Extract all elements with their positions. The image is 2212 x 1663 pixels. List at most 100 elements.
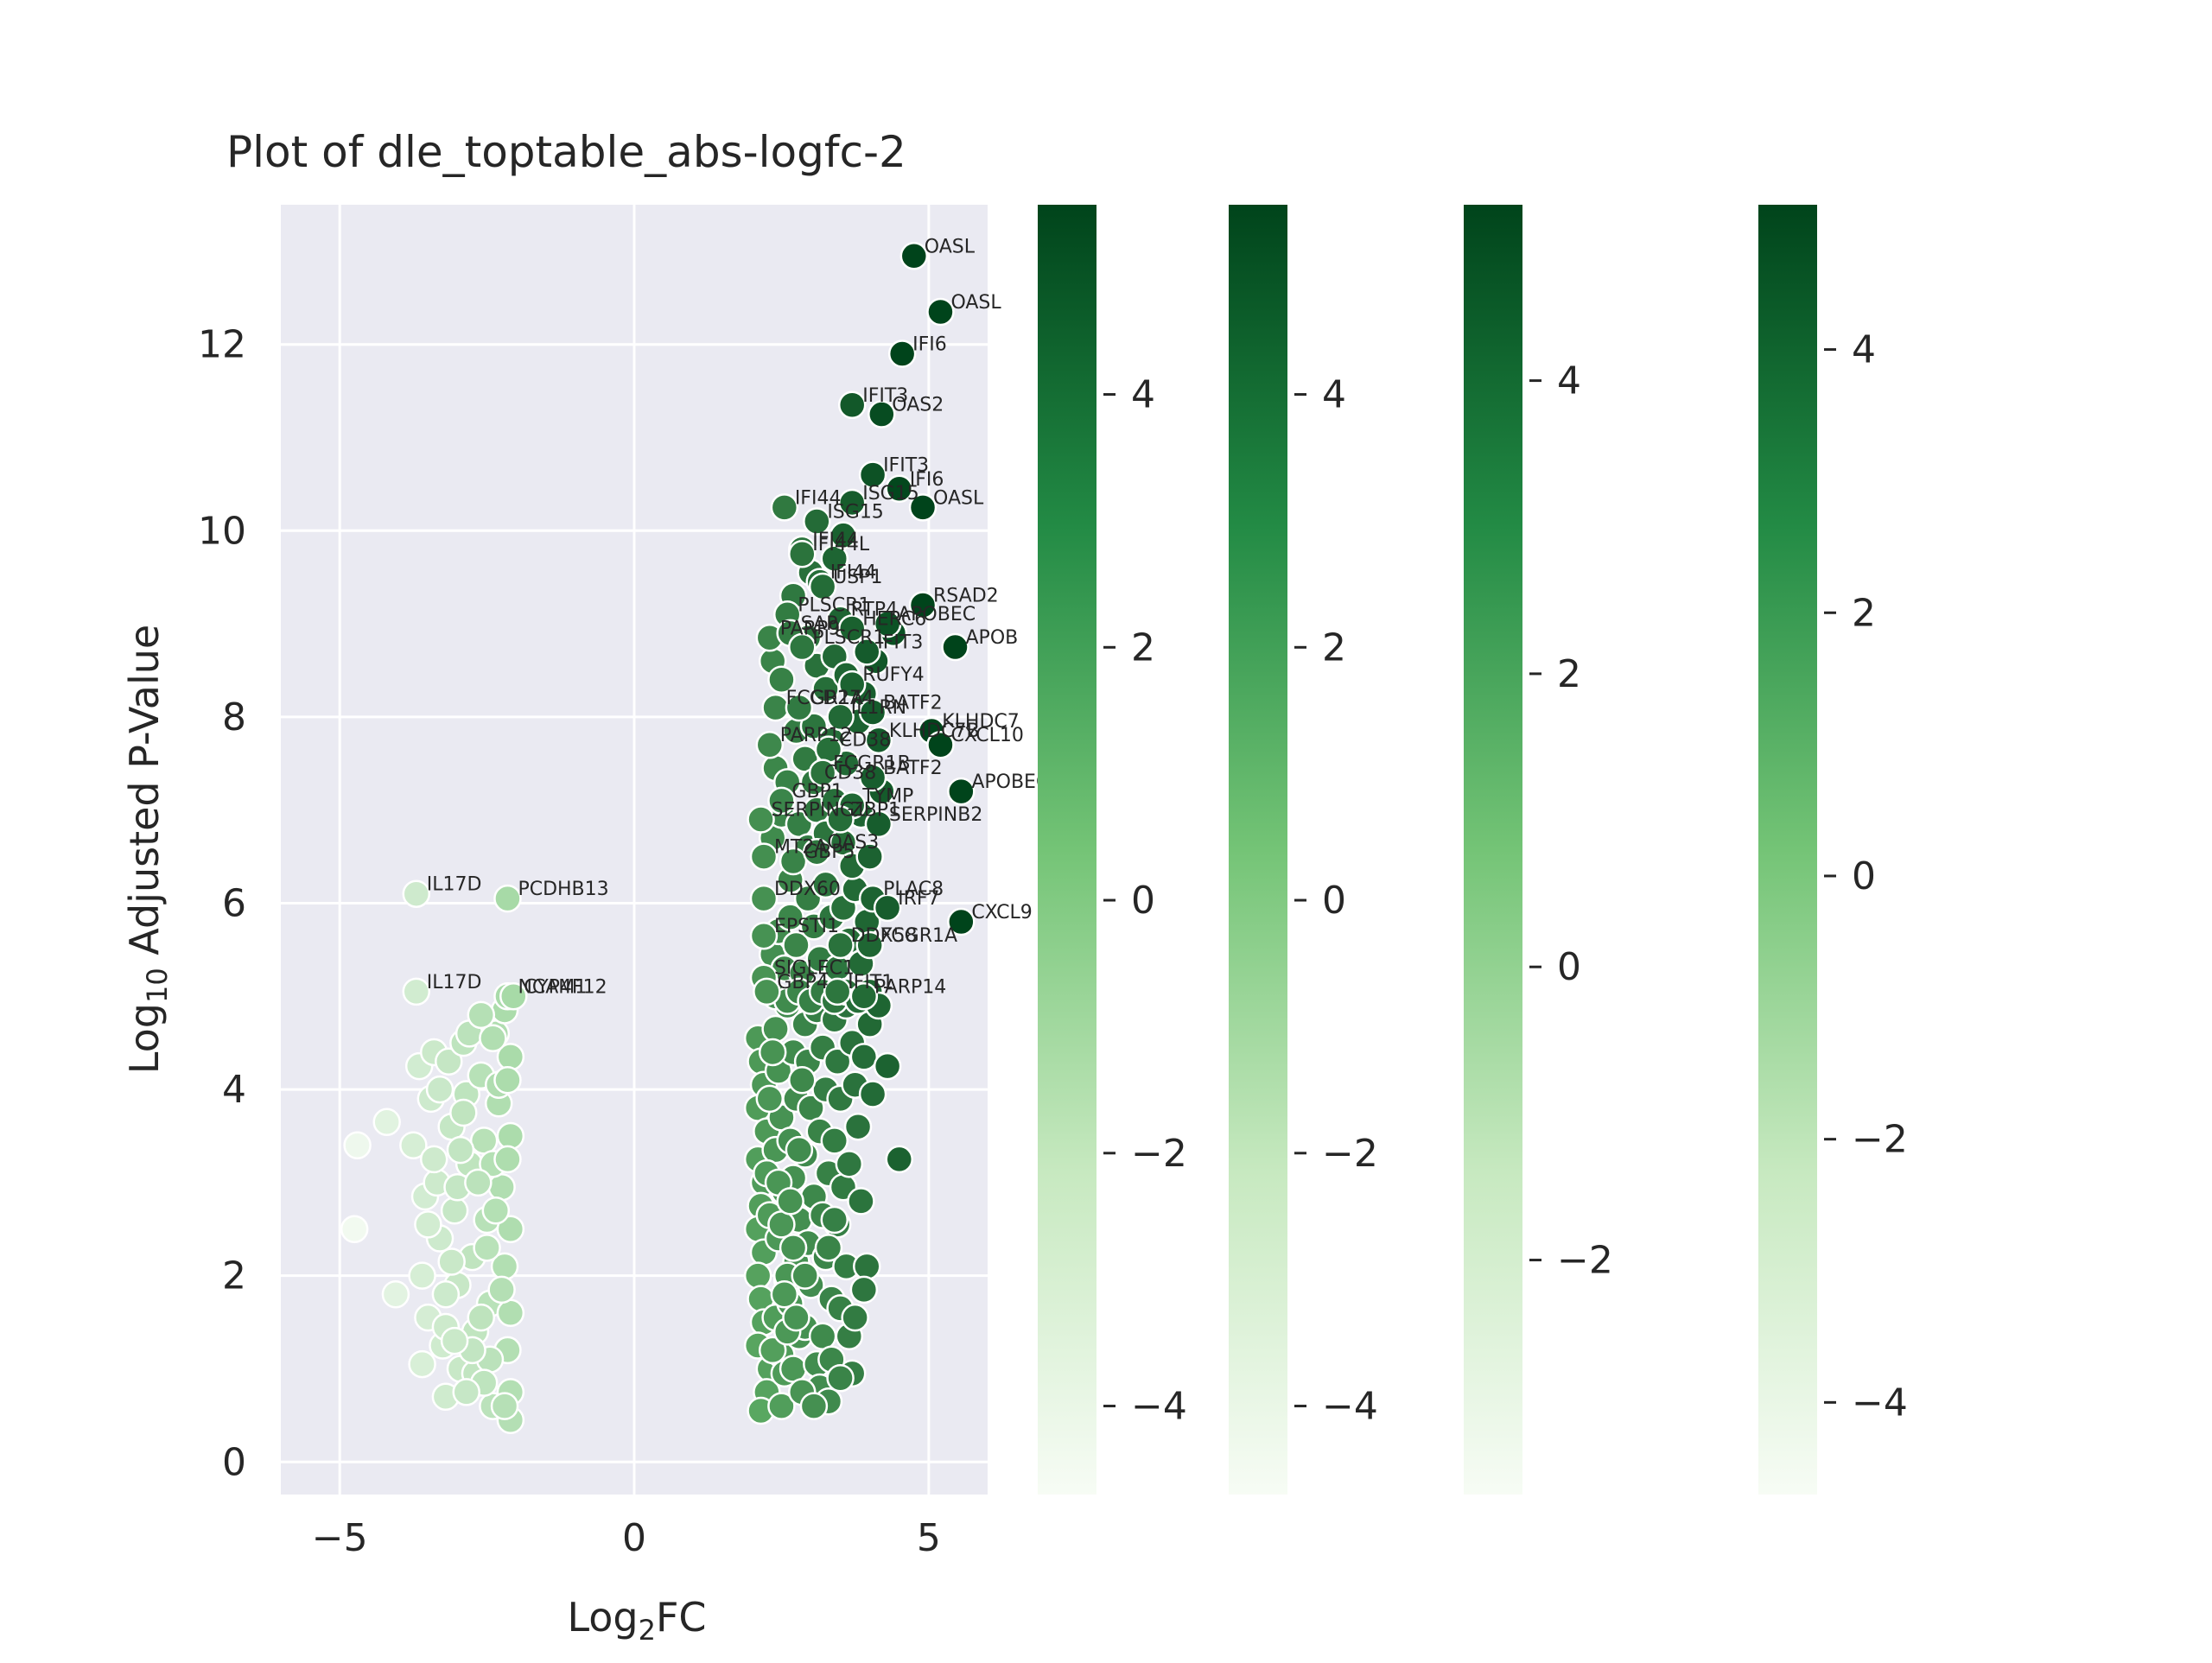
- point-label: IFIT3: [883, 455, 929, 477]
- point-label: NCAM1: [518, 976, 587, 998]
- colorbar-tick-label: 2: [1322, 625, 1346, 670]
- labeled-data-point: [853, 638, 881, 666]
- point-label: OASL: [925, 236, 976, 257]
- data-point: [487, 1173, 516, 1202]
- y-axis-label-main: Log: [121, 1003, 168, 1074]
- point-label: IFIT3: [862, 385, 908, 407]
- data-point: [743, 1261, 772, 1290]
- y-axis-label-sub: 10: [141, 968, 174, 1003]
- point-label: PCDHB13: [518, 879, 608, 900]
- labeled-data-point: [899, 242, 929, 270]
- point-label: GBP1: [791, 781, 842, 803]
- y-tick-label: 8: [222, 695, 246, 739]
- data-point: [782, 930, 810, 960]
- data-point: [855, 842, 884, 871]
- data-point: [853, 1252, 881, 1281]
- point-label: PARP9: [780, 618, 840, 639]
- data-point: [381, 1279, 410, 1309]
- data-point: [823, 1047, 852, 1076]
- labeled-data-point: [749, 842, 779, 871]
- data-point: [452, 1378, 480, 1406]
- data-point: [467, 1000, 496, 1030]
- labeled-data-point: [402, 879, 431, 908]
- data-point: [849, 1043, 879, 1071]
- x-tick-label: 0: [622, 1516, 646, 1560]
- y-axis-label-tail: Adjusted P-Value: [121, 625, 168, 968]
- data-point: [808, 1322, 837, 1350]
- labeled-data-point: [837, 614, 867, 643]
- colorbars: −4 −2 0 2 4 −4 −2 0 2 4 −2 0 2 4 −4 −2 0 2 4: [1038, 205, 1908, 1495]
- point-label: OAS2: [892, 395, 944, 416]
- data-point: [788, 1066, 817, 1095]
- point-label: IFI44: [812, 530, 859, 551]
- point-label: DDX58: [851, 925, 918, 947]
- data-point: [449, 1098, 478, 1127]
- colorbar-tick-label: 2: [1557, 652, 1581, 696]
- data-point: [785, 1135, 814, 1165]
- data-point: [496, 1215, 525, 1244]
- point-label: CD38: [824, 762, 876, 784]
- point-label: GBP5: [804, 841, 855, 863]
- labeled-data-point: [926, 297, 955, 327]
- colorbar-tick-label: −2: [1852, 1118, 1908, 1162]
- labeled-data-point: [864, 726, 893, 755]
- data-point: [467, 1303, 496, 1332]
- data-point: [799, 1392, 829, 1420]
- data-point: [440, 1196, 469, 1225]
- labeled-data-point: [788, 632, 817, 662]
- point-label: CYP4F12: [524, 976, 607, 998]
- point-label: RTP4: [851, 600, 898, 621]
- point-label: OASL: [950, 292, 1001, 314]
- labeled-data-point: [493, 884, 522, 913]
- data-point: [761, 1014, 790, 1044]
- labeled-data-point: [803, 507, 831, 536]
- data-point: [820, 1127, 849, 1155]
- data-point: [440, 1326, 469, 1355]
- labeled-data-point: [873, 893, 902, 923]
- point-label: RSAD2: [933, 586, 999, 607]
- point-label: ZBP1: [851, 799, 900, 821]
- axes: −5 0 5 0 2 4 6 8 10 12: [198, 323, 941, 1560]
- data-point: [758, 1038, 787, 1067]
- point-label: SERPING1: [772, 799, 867, 821]
- x-axis-label-main: Log: [567, 1594, 638, 1641]
- labeled-data-point: [837, 390, 867, 420]
- point-label: IFI44: [795, 487, 842, 509]
- colorbar-tick-label: 4: [1322, 373, 1346, 417]
- data-point: [847, 1187, 875, 1216]
- point-label: CD274: [810, 688, 874, 709]
- point-label: PARP12: [780, 725, 852, 746]
- colorbar: −4 −2 0 2 4: [1758, 205, 1908, 1495]
- colorbar-tick-label: 4: [1131, 373, 1155, 417]
- point-label: CXCL10: [950, 725, 1023, 746]
- data-point: [758, 1336, 787, 1365]
- point-label: IRF7: [898, 888, 939, 910]
- colorbar-tick-label: 0: [1852, 854, 1876, 898]
- data-point: [791, 1261, 819, 1290]
- colorbar-tick-label: 0: [1322, 879, 1346, 923]
- point-label: OAS3: [827, 832, 879, 854]
- labeled-data-point: [908, 493, 938, 522]
- point-label: CXCL9: [971, 902, 1032, 924]
- colorbar-tick-label: −2: [1131, 1132, 1187, 1176]
- labeled-data-point: [837, 488, 867, 517]
- point-label: KLHDC7B: [889, 720, 980, 742]
- colorbar-gradient: [1229, 205, 1287, 1495]
- point-label: MT2A: [774, 837, 827, 859]
- labeled-data-point: [873, 609, 902, 638]
- point-label: OASL: [933, 487, 984, 509]
- point-label: GBP4: [777, 972, 828, 993]
- colorbar-tick-label: −2: [1322, 1132, 1378, 1176]
- colorbar-gradient: [1464, 205, 1522, 1495]
- y-tick-label: 4: [222, 1068, 246, 1112]
- point-label: PLSCR1: [798, 594, 870, 616]
- point-label: IFI44L: [812, 534, 870, 555]
- data-point: [843, 1112, 873, 1141]
- colorbar: −4 −2 0 2 4: [1038, 205, 1187, 1495]
- labeled-data-point: [855, 930, 884, 960]
- labeled-data-point: [755, 730, 785, 759]
- point-label: IFIT3: [877, 632, 923, 653]
- data-point: [473, 1234, 501, 1262]
